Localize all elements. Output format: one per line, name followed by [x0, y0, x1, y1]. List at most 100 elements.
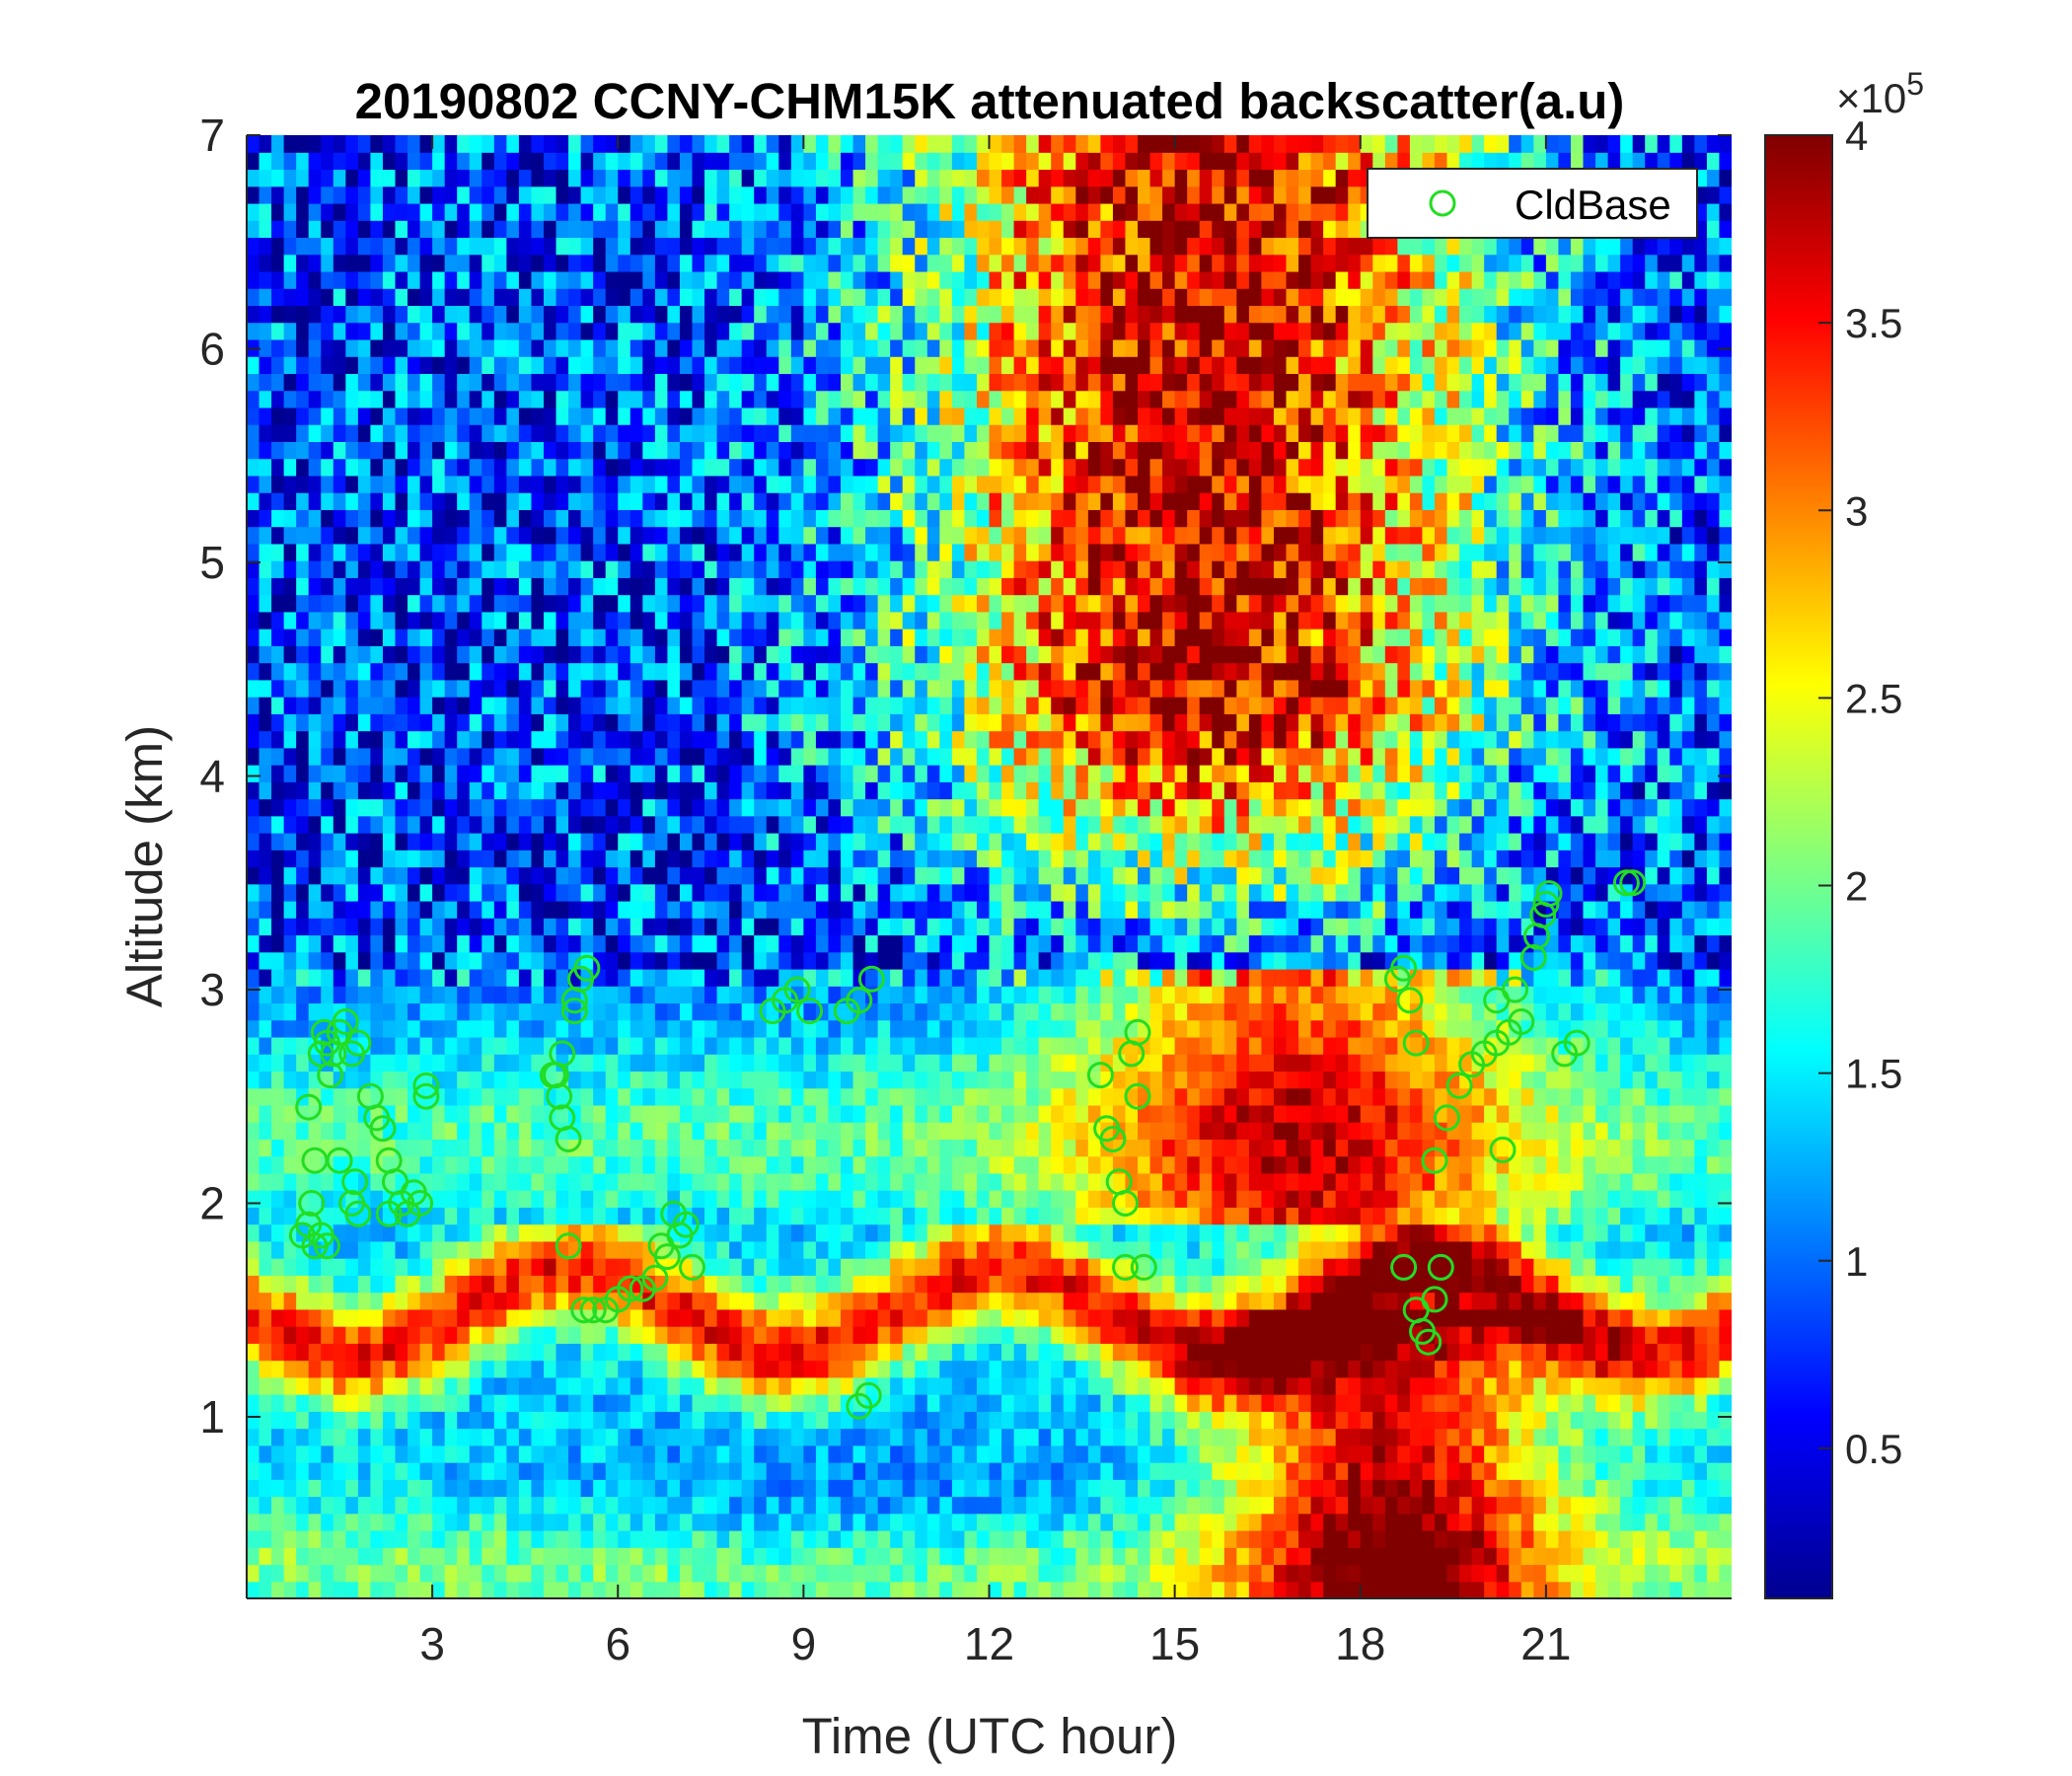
heatmap-cell	[444, 424, 458, 442]
heatmap-cell	[370, 1036, 384, 1055]
heatmap-cell	[939, 356, 953, 375]
heatmap-cell	[481, 254, 495, 272]
heatmap-cell	[419, 475, 433, 493]
heatmap-cell	[568, 560, 582, 578]
heatmap-cell	[915, 1308, 928, 1327]
heatmap-cell	[629, 1139, 643, 1157]
heatmap-cell	[247, 135, 260, 153]
heatmap-cell	[518, 679, 533, 698]
heatmap-cell	[506, 713, 520, 732]
heatmap-cell	[593, 475, 607, 493]
heatmap-cell	[642, 1308, 656, 1327]
heatmap-cell	[754, 135, 768, 153]
heatmap-cell	[271, 1019, 285, 1038]
heatmap-cell	[865, 645, 879, 664]
heatmap-cell	[790, 526, 804, 545]
heatmap-cell	[841, 662, 854, 681]
heatmap-cell	[531, 441, 545, 460]
heatmap-cell	[939, 305, 953, 324]
heatmap-cell	[815, 1308, 830, 1327]
heatmap-cell	[568, 441, 582, 460]
heatmap-cell	[729, 441, 743, 460]
heatmap-cell	[890, 1292, 904, 1310]
heatmap-cell	[296, 1326, 310, 1344]
heatmap-cell	[544, 713, 557, 732]
heatmap-cell	[419, 509, 433, 528]
heatmap-cell	[841, 1172, 854, 1191]
heatmap-cell	[568, 1547, 582, 1566]
heatmap-cell	[790, 1207, 804, 1225]
heatmap-cell	[951, 1223, 966, 1242]
heatmap-cell	[841, 220, 854, 239]
heatmap-cell	[382, 1394, 397, 1412]
heatmap-cell	[618, 747, 631, 766]
heatmap-cell	[852, 815, 866, 834]
heatmap-cell	[754, 850, 768, 868]
heatmap-cell	[679, 288, 694, 307]
heatmap-cell	[296, 424, 310, 442]
heatmap-cell	[457, 815, 471, 834]
heatmap-cell	[951, 424, 966, 442]
heatmap-cell	[629, 543, 643, 561]
heatmap-cell	[469, 951, 482, 970]
heatmap-cell	[419, 1513, 433, 1531]
heatmap-cell	[852, 322, 866, 340]
heatmap-cell	[568, 594, 582, 613]
heatmap-cell	[902, 1581, 916, 1598]
heatmap-cell	[951, 1411, 966, 1430]
heatmap-cell	[555, 697, 569, 714]
heatmap-cell	[407, 1411, 421, 1430]
heatmap-cell	[531, 492, 545, 510]
heatmap-cell	[729, 1428, 743, 1446]
heatmap-cell	[544, 185, 557, 204]
heatmap-cell	[629, 458, 643, 477]
heatmap-cell	[283, 730, 297, 749]
heatmap-cell	[247, 765, 260, 782]
heatmap-cell	[481, 152, 495, 171]
heatmap-cell	[544, 986, 557, 1004]
heatmap-cell	[679, 662, 694, 681]
heatmap-cell	[729, 1496, 743, 1515]
heatmap-cell	[296, 1122, 310, 1140]
heatmap-cell	[283, 1360, 297, 1378]
heatmap-cell	[544, 968, 557, 987]
heatmap-cell	[618, 1530, 631, 1548]
heatmap-cell	[555, 662, 569, 681]
heatmap-cell	[419, 1292, 433, 1310]
heatmap-cell	[642, 1496, 656, 1515]
heatmap-cell	[841, 1308, 854, 1327]
heatmap-cell	[902, 629, 916, 646]
heatmap-cell	[790, 611, 804, 629]
heatmap-cell	[432, 918, 446, 936]
heatmap-cell	[828, 152, 842, 171]
heatmap-cell	[321, 135, 334, 153]
heatmap-cell	[506, 390, 520, 408]
heatmap-cell	[432, 424, 446, 442]
heatmap-cell	[506, 1036, 520, 1055]
heatmap-cell	[815, 1190, 830, 1208]
heatmap-cell	[370, 1172, 384, 1191]
heatmap-cell	[618, 730, 631, 749]
heatmap-cell	[518, 918, 533, 936]
heatmap-cell	[679, 765, 694, 782]
heatmap-cell	[518, 713, 533, 732]
heatmap-cell	[518, 1087, 533, 1106]
heatmap-cell	[667, 850, 681, 868]
heatmap-cell	[877, 1326, 891, 1344]
heatmap-cell	[704, 441, 718, 460]
heatmap-cell	[518, 1564, 533, 1583]
heatmap-cell	[803, 577, 817, 596]
heatmap-cell	[419, 1444, 433, 1463]
heatmap-cell	[618, 270, 631, 289]
heatmap-cell	[432, 1326, 446, 1344]
heatmap-cell	[333, 934, 346, 953]
heatmap-cell	[271, 322, 285, 340]
heatmap-cell	[815, 1343, 830, 1362]
heatmap-cell	[555, 730, 569, 749]
heatmap-cell	[692, 594, 705, 613]
heatmap-cell	[741, 1428, 755, 1446]
heatmap-cell	[716, 951, 730, 970]
heatmap-cell	[915, 135, 928, 153]
heatmap-cell	[815, 1071, 830, 1089]
heatmap-cell	[915, 1376, 928, 1395]
